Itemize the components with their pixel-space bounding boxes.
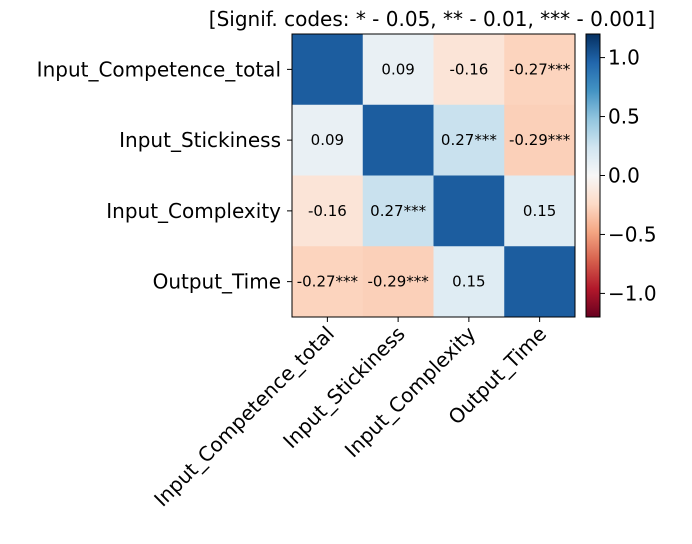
cell-value-label: 0.27***: [370, 202, 426, 220]
colorbar-tick-label: 0.5: [608, 105, 640, 129]
cell-value-label: 0.09: [381, 60, 414, 78]
colorbar-tick-label: −1.0: [608, 281, 657, 305]
heatmap-cell: [504, 175, 576, 247]
chart-title: [Signif. codes: * - 0.05, ** - 0.01, ***…: [209, 7, 655, 31]
column-label: Input_Complexity: [340, 321, 481, 462]
heatmap-cell-labels: 0.09 -0.16 -0.27*** 0.09 0.27*** -0.29*** -0.1…: [297, 60, 571, 290]
heatmap-cell: [362, 175, 434, 247]
row-labels: Input_Competence_total Input_Stickiness In…: [37, 57, 292, 294]
cell-value-label: 0.15: [523, 202, 556, 220]
heatmap-cell: [433, 175, 505, 247]
heatmap-cell: [433, 104, 505, 176]
heatmap-cell: [504, 104, 576, 176]
colorbar-gradient: [585, 33, 601, 318]
cell-value-label: -0.16: [449, 60, 488, 78]
column-label: Input_Stickiness: [278, 322, 409, 453]
heatmap-cell: [292, 246, 364, 318]
heatmap-cell: [292, 104, 364, 176]
row-label: Input_Competence_total: [37, 57, 281, 81]
heatmap-cell: [433, 34, 505, 106]
cell-value-label: 0.27***: [441, 131, 497, 149]
column-labels: Input_Competence_totalInput_StickinessIn…: [149, 317, 551, 511]
heatmap-cell: [362, 104, 434, 176]
heatmap-cell: [292, 175, 364, 247]
heatmap-frame: [291, 33, 576, 318]
cell-value-label: -0.29***: [367, 273, 429, 291]
cell-value-label: 0.09: [311, 131, 344, 149]
cell-value-label: 0.15: [452, 273, 485, 291]
row-label: Output_Time: [153, 270, 281, 294]
colorbar-tick-label: 0.0: [608, 164, 640, 188]
cell-value-label: -0.27***: [297, 273, 359, 291]
colorbar: 1.0 0.5 0.0 −0.5 −1.0: [585, 33, 657, 318]
cell-value-label: -0.27***: [509, 60, 571, 78]
colorbar-tick-label: 1.0: [608, 46, 640, 70]
heatmap-cell: [362, 34, 434, 106]
heatmap-cell: [504, 34, 576, 106]
heatmap-cell: [362, 246, 434, 318]
row-label: Input_Stickiness: [119, 128, 281, 152]
cell-value-label: -0.16: [308, 202, 347, 220]
row-label: Input_Complexity: [106, 199, 281, 223]
heatmap-cell: [292, 34, 364, 106]
heatmap-cells: [292, 34, 576, 318]
heatmap-cell: [433, 246, 505, 318]
heatmap-cell: [504, 246, 576, 318]
colorbar-tick-label: −0.5: [608, 222, 657, 246]
cell-value-label: -0.29***: [509, 131, 571, 149]
